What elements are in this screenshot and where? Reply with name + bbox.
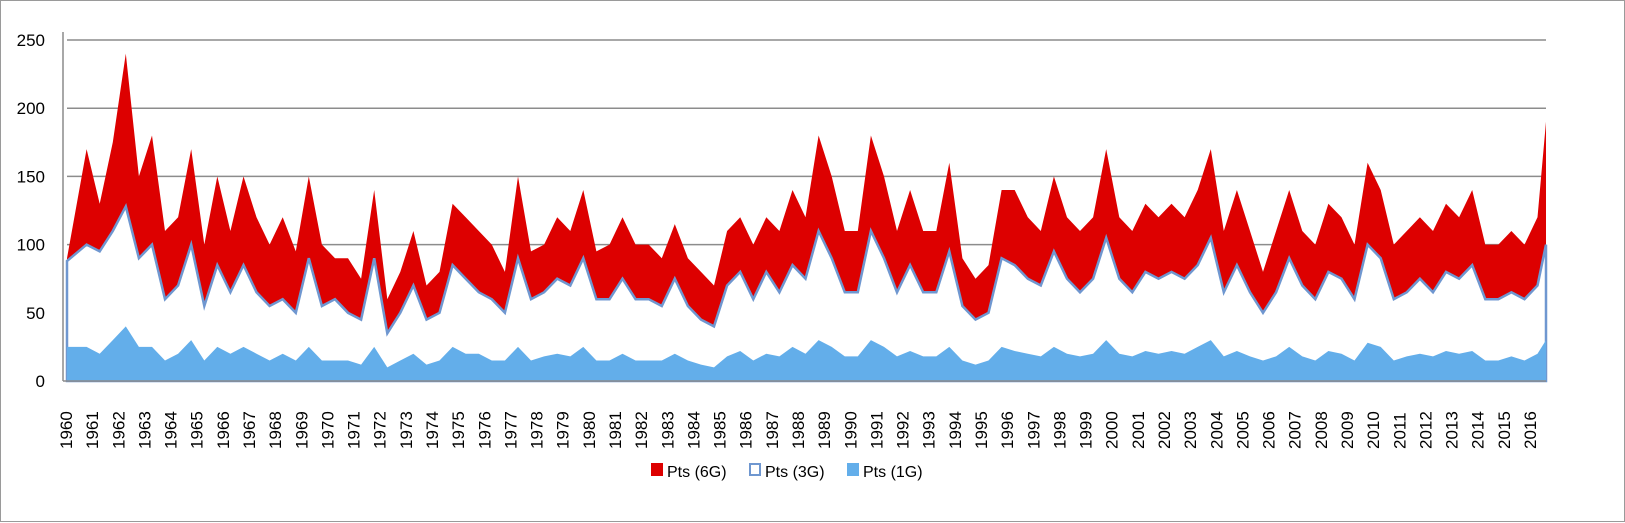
x-tick-label: 2008 [1312,411,1331,449]
x-tick-label: 1997 [1024,411,1043,449]
legend-label: Pts (3G) [765,464,825,481]
x-tick-label: 1964 [162,411,181,449]
legend: Pts (6G) Pts (3G) Pts (1G) [651,463,923,481]
y-tick-label: 250 [17,31,45,50]
x-tick-label: 2012 [1416,411,1435,449]
x-tick-label: 2005 [1233,411,1252,449]
x-tick-label: 1982 [632,411,651,449]
x-tick-label: 1978 [528,411,547,449]
x-tick-label: 1966 [214,411,233,449]
x-tick-label: 1976 [475,411,494,449]
x-tick-label: 1962 [109,411,128,449]
y-tick-label: 200 [17,99,45,118]
x-tick-label: 1992 [894,411,913,449]
legend-swatch [651,463,663,476]
x-tick-label: 1987 [763,411,782,449]
x-tick-label: 1986 [737,411,756,449]
x-tick-label: 1984 [684,411,703,449]
legend-label: Pts (1G) [863,464,923,481]
x-tick-label: 1972 [371,411,390,449]
x-tick-label: 2013 [1443,411,1462,449]
x-tick-label: 2007 [1286,411,1305,449]
x-tick-label: 1993 [920,411,939,449]
x-tick-label: 2004 [1207,411,1226,449]
x-tick-label: 1988 [789,411,808,449]
x-tick-label: 1998 [1050,411,1069,449]
legend-swatch [749,463,761,476]
x-tick-label: 1970 [318,411,337,449]
x-tick-label: 1961 [83,411,102,449]
x-tick-label: 1973 [397,411,416,449]
x-tick-label: 2002 [1155,411,1174,449]
x-tick-label: 2003 [1181,411,1200,449]
x-tick-label: 1989 [815,411,834,449]
x-tick-label: 1979 [554,411,573,449]
x-tick-label: 2006 [1260,411,1279,449]
x-tick-label: 1963 [135,411,154,449]
x-tick-label: 2011 [1390,412,1409,449]
x-tick-label: 1965 [188,411,207,449]
x-tick-label: 2009 [1338,411,1357,449]
x-tick-label: 1996 [998,411,1017,449]
y-tick-label: 100 [17,236,45,255]
y-tick-label: 0 [36,372,45,391]
x-tick-label: 1969 [292,411,311,449]
legend-label: Pts (6G) [667,464,727,481]
x-tick-label: 1985 [711,411,730,449]
x-tick-label: 2000 [1103,411,1122,449]
x-tick-label: 1974 [423,411,442,449]
series-area-pts-1g- [67,326,1546,381]
x-tick-label: 2001 [1129,411,1148,449]
x-tick-label: 1971 [345,411,364,449]
x-tick-label: 1975 [449,411,468,449]
x-tick-label: 2015 [1495,411,1514,449]
x-tick-label: 1995 [972,411,991,449]
x-tick-label: 1983 [658,411,677,449]
legend-swatch [847,463,859,476]
x-tick-label: 1999 [1077,411,1096,449]
x-tick-label: 2014 [1469,411,1488,449]
x-tick-label: 1968 [266,411,285,449]
y-tick-label: 150 [17,167,45,186]
x-tick-label: 1991 [867,411,886,449]
y-tick-label: 50 [26,304,45,323]
x-tick-label: 1990 [841,411,860,449]
x-tick-label: 1981 [606,411,625,449]
x-tick-label: 1977 [501,411,520,449]
x-tick-label: 1967 [240,411,259,449]
x-tick-label: 2016 [1521,411,1540,449]
x-tick-label: 1980 [580,411,599,449]
x-tick-label: 1960 [57,411,76,449]
series-area-pts-3g- [65,202,1548,383]
x-tick-label: 2010 [1364,411,1383,449]
x-tick-label: 1994 [946,411,965,449]
